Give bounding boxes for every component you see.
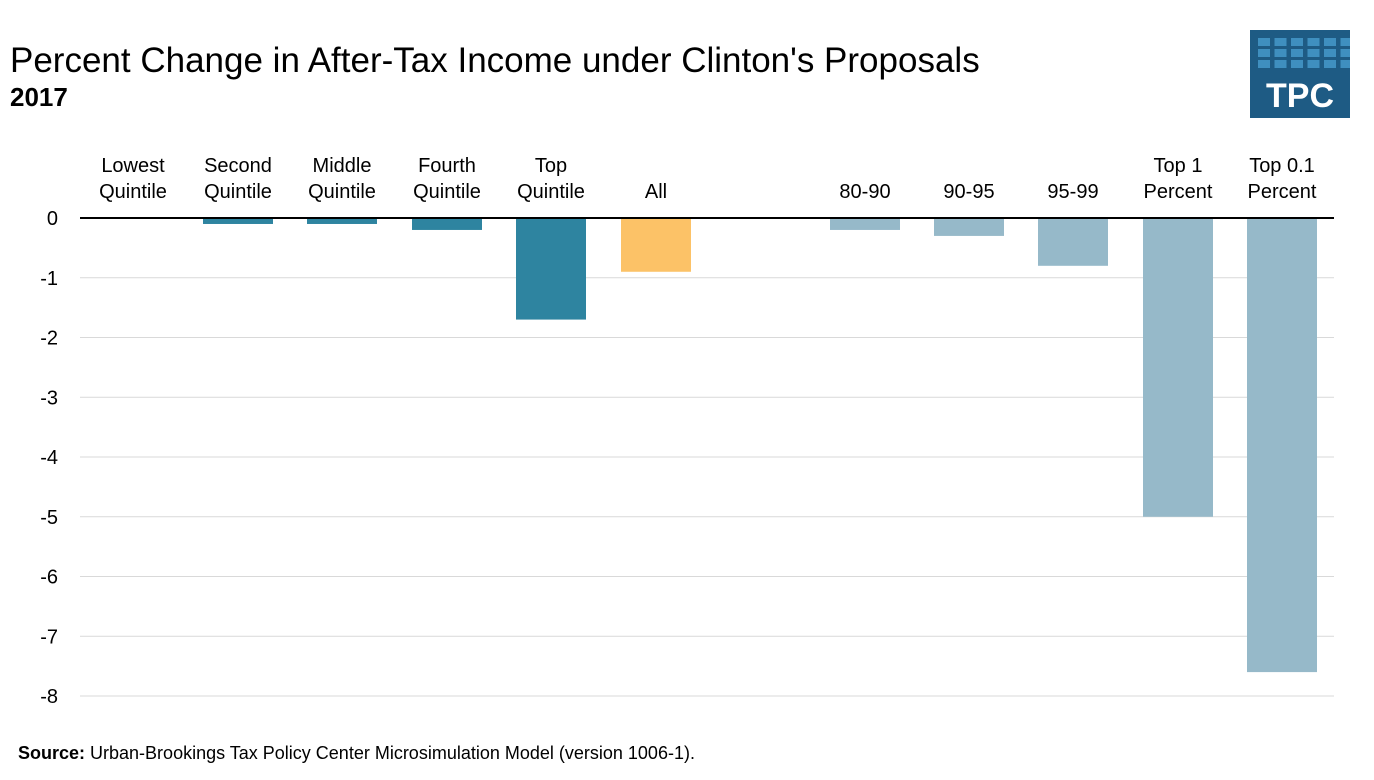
bar (830, 218, 900, 230)
bars (203, 218, 1317, 673)
bar (307, 218, 377, 224)
logo-tile (1324, 49, 1336, 57)
y-tick-label: -6 (40, 567, 58, 589)
logo-tile (1258, 60, 1270, 68)
logo-tile (1291, 38, 1303, 46)
logo-tile (1291, 49, 1303, 57)
y-tick-label: -3 (40, 387, 58, 409)
logo-tile (1274, 38, 1287, 46)
chart-subtitle: 2017 (10, 82, 68, 112)
bar (412, 218, 482, 230)
logo-tile (1307, 60, 1320, 68)
category-labels: Lowest Quintile Second Quintile Middle Quinti… (99, 155, 1317, 203)
source-text: Urban-Brookings Tax Policy Center Micros… (85, 743, 695, 763)
bar (1038, 218, 1108, 266)
logo-tile (1258, 49, 1270, 57)
category-label: Second Quintile (204, 155, 272, 203)
bar (516, 218, 586, 320)
category-label: 80-90 (839, 181, 890, 203)
chart-title: Percent Change in After-Tax Income under… (10, 41, 980, 80)
bar (621, 218, 691, 272)
category-label: Top Quintile (517, 155, 585, 203)
category-label: Top 0.1 Percent (1248, 155, 1317, 203)
y-tick-label: -7 (40, 626, 58, 648)
category-label: Lowest Quintile (99, 155, 167, 203)
source-label: Source: (18, 743, 86, 763)
y-tick-label: -4 (40, 447, 58, 469)
logo-tile (1291, 60, 1303, 68)
bar (1247, 218, 1317, 673)
category-label: Fourth Quintile (413, 155, 481, 203)
bar-chart: 0 -1 -2 -3 -4 -5 -6 -7 -8 Lowest Quintile Second Qu… (40, 155, 1334, 708)
y-tick-label: -8 (40, 686, 58, 708)
logo-tiles (1258, 38, 1350, 68)
y-tick-label: -2 (40, 328, 58, 350)
logo-tile (1258, 38, 1270, 46)
logo-tile (1340, 38, 1350, 46)
logo-tile (1340, 49, 1350, 57)
logo-tile (1274, 49, 1287, 57)
source-note: Source: Urban-Brookings Tax Policy Cente… (18, 742, 695, 764)
logo-tile (1340, 60, 1350, 68)
logo-tile (1324, 38, 1336, 46)
tpc-logo: TPC (1250, 30, 1350, 118)
category-label: Top 1 Percent (1144, 155, 1213, 203)
category-label: 95-99 (1047, 181, 1098, 203)
logo-tile (1324, 60, 1336, 68)
logo-tile (1274, 60, 1287, 68)
logo-text: TPC (1266, 77, 1334, 115)
gridlines (80, 277, 1334, 697)
category-label: Middle Quintile (308, 155, 376, 203)
category-label: All (645, 181, 667, 203)
bar (934, 218, 1004, 236)
bar (203, 218, 273, 224)
y-tick-label: -1 (40, 268, 58, 290)
logo-tile (1307, 49, 1320, 57)
y-axis-ticks: 0 -1 -2 -3 -4 -5 -6 -7 -8 (40, 208, 58, 708)
bar (1143, 218, 1213, 517)
logo-tile (1307, 38, 1320, 46)
category-label: 90-95 (943, 181, 994, 203)
y-tick-label: -5 (40, 507, 58, 529)
y-tick-label: 0 (47, 208, 58, 230)
